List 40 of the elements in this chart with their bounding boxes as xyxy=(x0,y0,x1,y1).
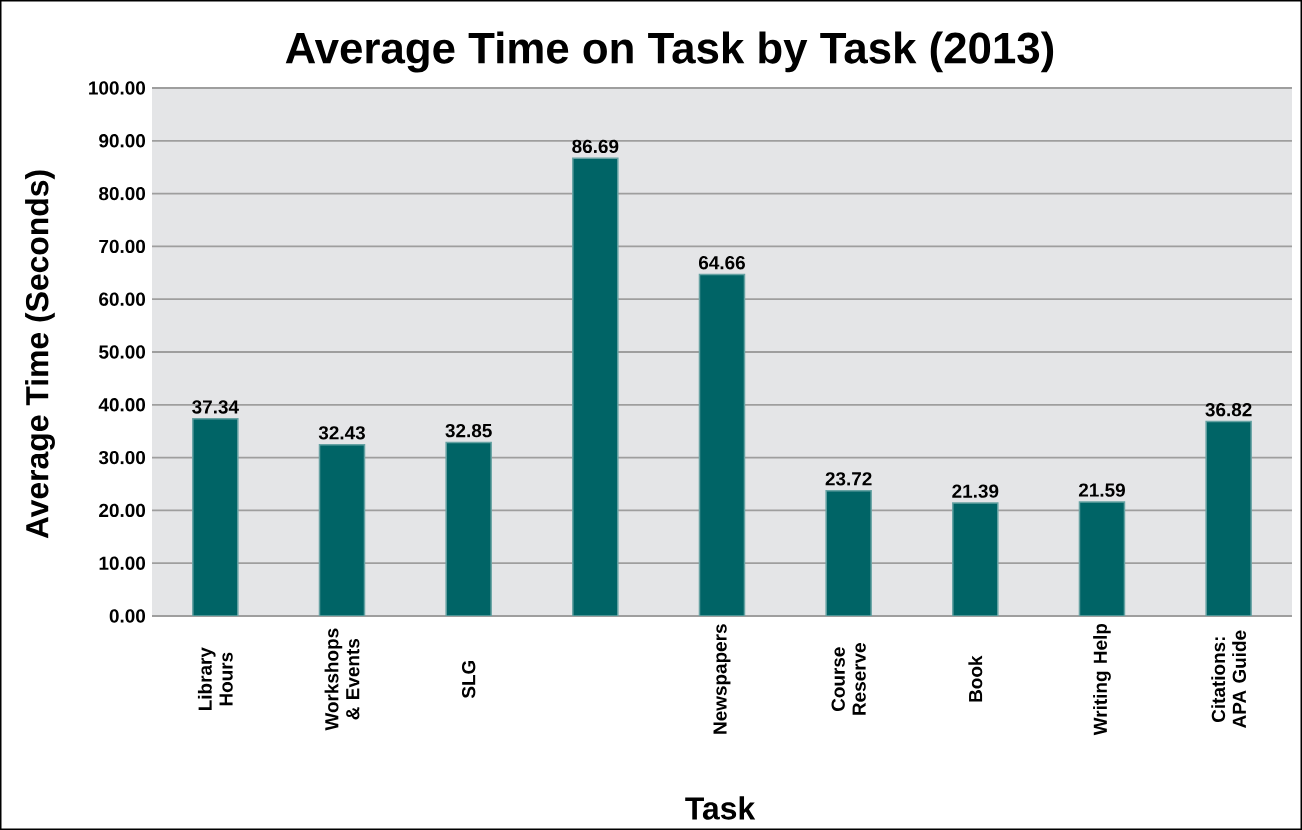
x-tick-label: Newspapers xyxy=(713,624,731,734)
data-label: 32.43 xyxy=(318,426,365,440)
x-tick-label: Library Hours xyxy=(197,647,233,711)
y-tick-label: 100.00 xyxy=(89,81,146,95)
y-tick-label: 30.00 xyxy=(98,450,146,465)
y-tick-label: 40.00 xyxy=(98,398,146,412)
x-tick-label: Book xyxy=(968,655,983,702)
data-label: 37.34 xyxy=(192,400,239,414)
bar xyxy=(1078,501,1126,616)
bar xyxy=(952,502,999,616)
y-tick-label: 80.00 xyxy=(99,186,146,201)
x-tick-label: SLG xyxy=(461,660,476,699)
data-label: 21.59 xyxy=(1078,483,1125,497)
x-axis-title: Task xyxy=(685,796,756,820)
y-tick-label: 90.00 xyxy=(99,134,146,148)
chart-title: Average Time on Task by Task (2013) xyxy=(285,31,1054,73)
y-tick-label: 20.00 xyxy=(99,503,146,518)
data-label: 64.66 xyxy=(698,255,745,270)
x-tick-label: Citations: APA Guide xyxy=(1211,630,1247,728)
data-label: 36.82 xyxy=(1205,402,1252,417)
y-tick-label: 70.00 xyxy=(99,239,146,254)
data-label: 21.39 xyxy=(952,484,999,498)
x-tick-label: Writing Help xyxy=(1093,623,1111,736)
bar xyxy=(318,444,366,616)
bar xyxy=(698,273,746,616)
bar xyxy=(192,418,239,616)
bar xyxy=(572,157,619,616)
bar xyxy=(825,490,872,616)
x-tick-label: Workshops & Events xyxy=(324,628,360,731)
bar xyxy=(1205,420,1252,616)
y-tick-label: 10.00 xyxy=(99,556,146,570)
data-label: 32.85 xyxy=(445,423,492,438)
y-tick-label: 0.00 xyxy=(109,609,146,623)
data-label: 23.72 xyxy=(825,472,872,486)
data-label: 86.69 xyxy=(572,139,619,154)
y-tick-label: 60.00 xyxy=(99,292,146,306)
bar xyxy=(445,441,492,616)
x-tick-label: Course Reserve xyxy=(831,643,866,715)
y-tick-label: 50.00 xyxy=(99,345,146,359)
y-axis-title: Average Time (Seconds) xyxy=(25,170,55,539)
